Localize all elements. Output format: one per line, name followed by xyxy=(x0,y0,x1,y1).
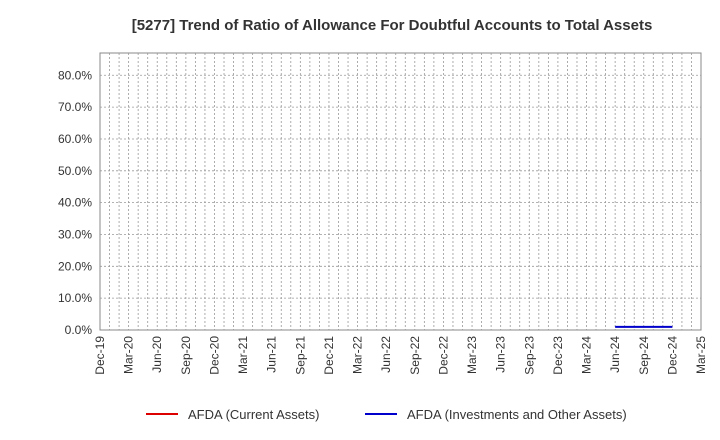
x-tick-label: Dec-23 xyxy=(551,336,565,375)
x-axis-tick-labels: Dec-19 Mar-20 Jun-20 Sep-20 Dec-20 Mar-21 Jun-… xyxy=(93,336,708,375)
y-tick-label: 40.0% xyxy=(58,196,92,210)
x-tick-label: Jun-20 xyxy=(150,336,164,373)
y-tick-label: 10.0% xyxy=(58,291,92,305)
x-tick-label: Mar-25 xyxy=(694,336,708,374)
legend-label-current-assets: AFDA (Current Assets) xyxy=(188,407,319,422)
y-tick-label: 50.0% xyxy=(58,164,92,178)
x-tick-label: Mar-23 xyxy=(465,336,479,374)
x-tick-label: Dec-19 xyxy=(93,336,107,375)
x-tick-label: Jun-21 xyxy=(265,336,279,373)
x-tick-label: Jun-24 xyxy=(608,336,622,373)
x-tick-label: Jun-22 xyxy=(379,336,393,373)
x-tick-label: Mar-24 xyxy=(580,336,594,374)
x-tick-label: Dec-21 xyxy=(322,336,336,375)
y-axis-tick-labels: 0.0% 10.0% 20.0% 30.0% 40.0% 50.0% 60.0% 70.0% 8… xyxy=(58,68,92,337)
legend: AFDA (Current Assets) AFDA (Investments … xyxy=(146,407,627,422)
y-tick-label: 80.0% xyxy=(58,68,92,82)
x-tick-label: Mar-21 xyxy=(236,336,250,374)
y-tick-label: 20.0% xyxy=(58,259,92,273)
x-tick-label: Mar-22 xyxy=(351,336,365,374)
y-tick-label: 60.0% xyxy=(58,132,92,146)
x-tick-label: Dec-20 xyxy=(207,336,221,375)
legend-label-investments: AFDA (Investments and Other Assets) xyxy=(407,407,627,422)
x-tick-label: Sep-22 xyxy=(408,336,422,375)
y-tick-label: 0.0% xyxy=(65,323,93,337)
x-tick-label: Sep-20 xyxy=(179,336,193,375)
y-tick-label: 30.0% xyxy=(58,227,92,241)
x-tick-label: Mar-20 xyxy=(122,336,136,374)
x-tick-label: Sep-24 xyxy=(637,336,651,375)
horizontal-gridlines xyxy=(100,74,701,299)
x-tick-label: Sep-23 xyxy=(522,336,536,375)
chart-title: [5277] Trend of Ratio of Allowance For D… xyxy=(132,17,653,34)
x-tick-label: Sep-21 xyxy=(293,336,307,375)
x-tick-label: Jun-23 xyxy=(494,336,508,373)
y-tick-label: 70.0% xyxy=(58,100,92,114)
plot-area xyxy=(99,52,702,331)
x-tick-label: Dec-24 xyxy=(665,336,679,375)
x-tick-label: Dec-22 xyxy=(436,336,450,375)
